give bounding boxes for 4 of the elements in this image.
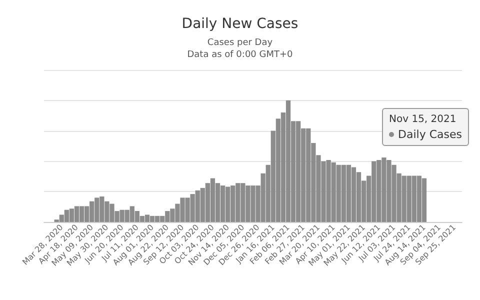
annotation: Daily Cases (397, 127, 462, 142)
annotation: Nov 15, 2021 (389, 113, 458, 127)
chart-subtitle: Cases per Day Data as of 0:00 GMT+0 (187, 38, 294, 60)
chart-title: Daily New Cases (182, 16, 298, 32)
